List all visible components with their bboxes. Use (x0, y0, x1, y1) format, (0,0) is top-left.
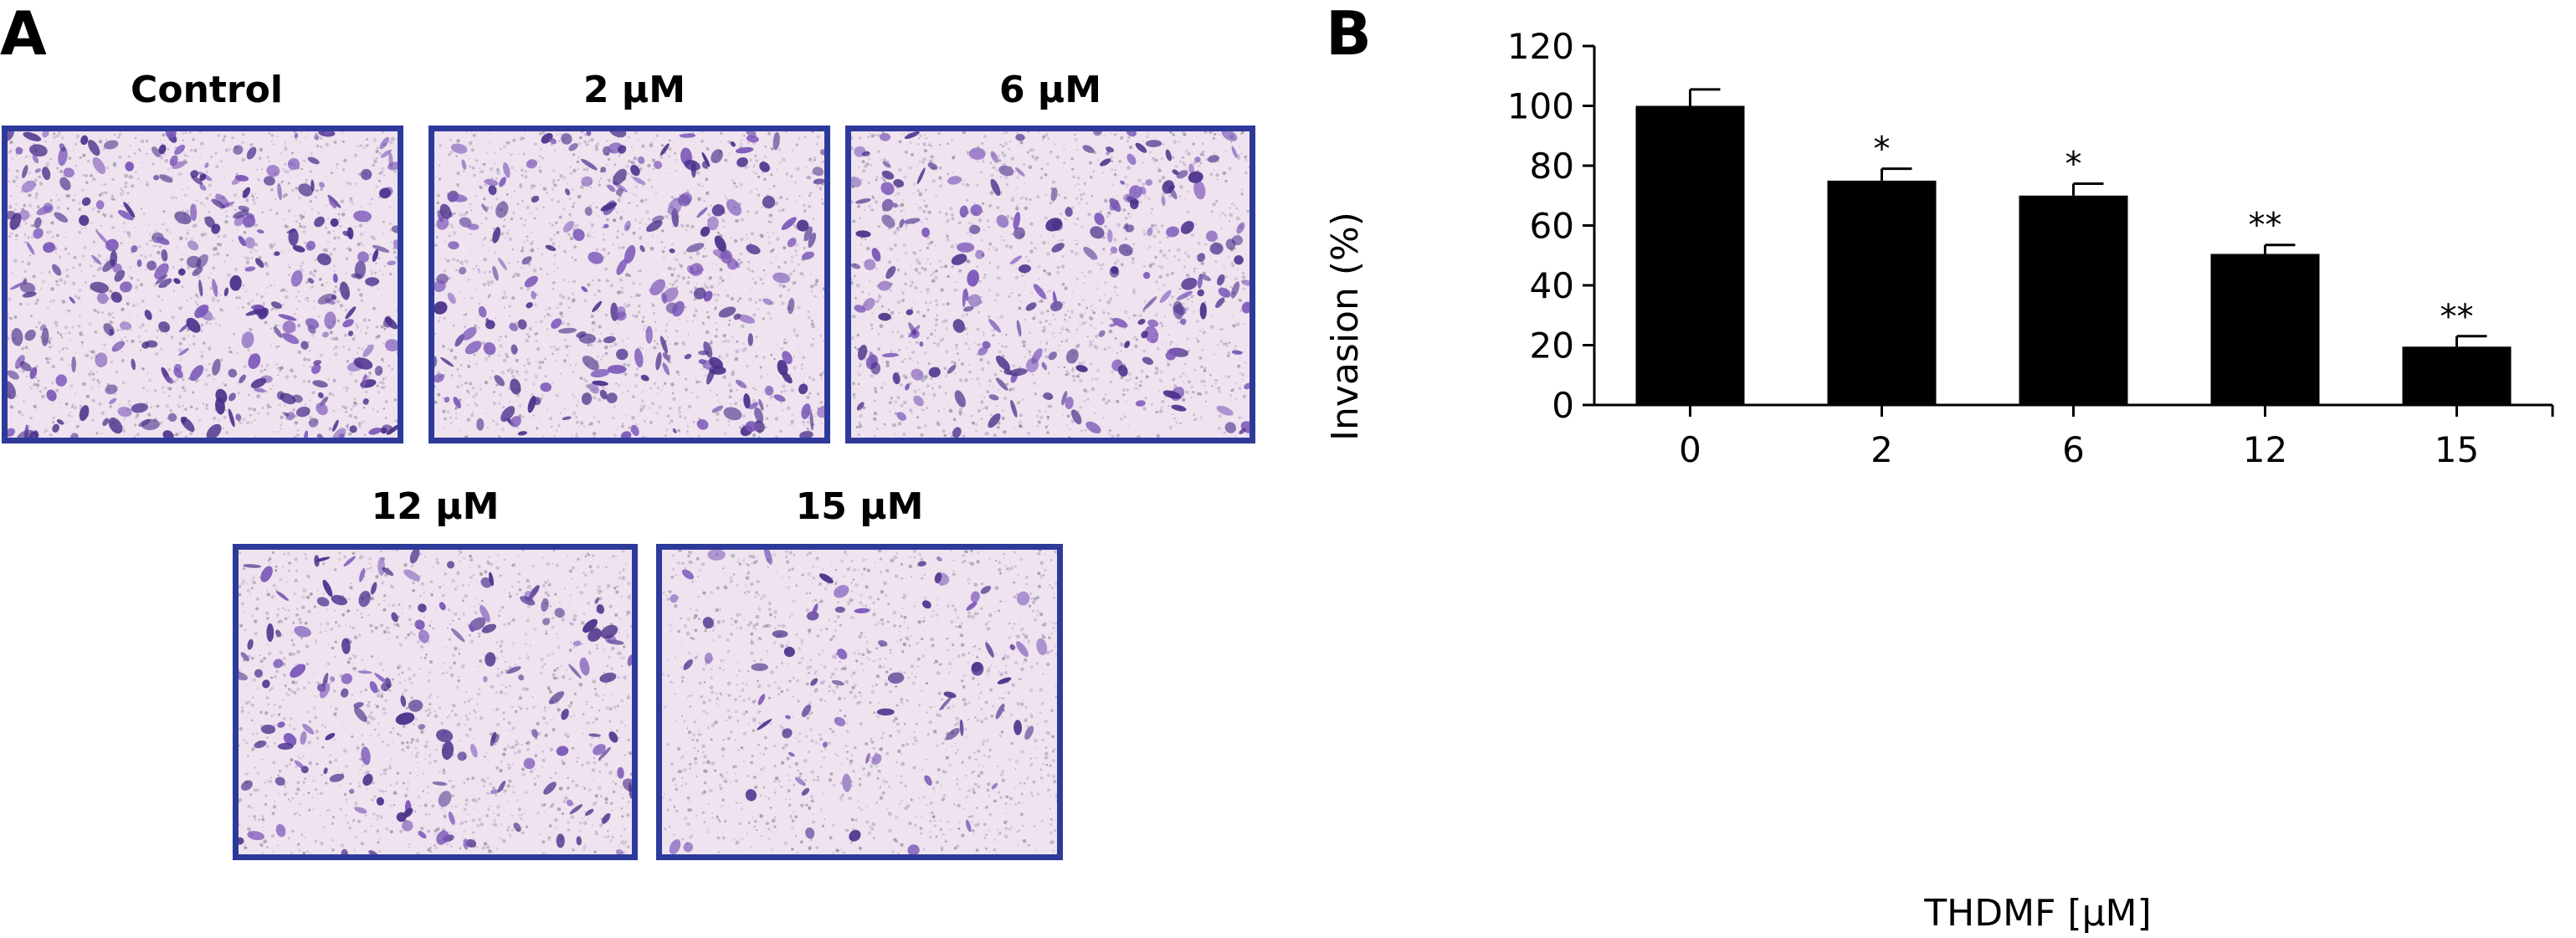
bar (2402, 346, 2512, 405)
y-tick-label: 40 (1530, 265, 1574, 306)
bar (1635, 105, 1745, 405)
x-tick-label: 12 (2243, 429, 2287, 470)
y-axis: 0 20 40 60 80 100 120 (1507, 26, 1596, 426)
bar (2019, 195, 2128, 405)
x-axis-label: THDMF [μM] (1923, 892, 2151, 935)
significance-marker: * (2065, 145, 2082, 183)
x-axis: 0 2 6 12 15 (1594, 403, 2554, 470)
micrograph-label-control: Control (131, 69, 283, 111)
y-tick-label: 120 (1507, 26, 1574, 67)
y-tick-label: 20 (1530, 325, 1574, 366)
bars: * ***** (1635, 88, 2512, 405)
micrograph-2um (428, 126, 830, 443)
y-tick-label: 100 (1507, 86, 1574, 127)
y-axis-label: Invasion (%) (1324, 212, 1367, 441)
y-tick-label: 80 (1530, 146, 1574, 187)
micrograph-label-2um: 2 μM (582, 69, 686, 111)
significance-marker: * (1874, 131, 1891, 169)
significance-marker: ** (2249, 207, 2282, 245)
significance-marker: ** (2440, 298, 2474, 336)
micrograph-12um (233, 544, 638, 860)
x-tick-label: 6 (2062, 429, 2085, 470)
panel-a-letter: A (0, 0, 47, 69)
x-tick-label: 15 (2435, 429, 2479, 470)
micrograph-control (2, 126, 403, 443)
x-tick-label: 0 (1679, 429, 1701, 470)
bar (1827, 180, 1937, 405)
micrograph-label-12um: 12 μM (371, 485, 500, 528)
micrograph-label-15um: 15 μM (795, 485, 924, 528)
bar (2210, 254, 2320, 405)
micrograph-label-6um: 6 μM (998, 69, 1102, 111)
micrograph-6um (845, 126, 1255, 443)
y-tick-label: 0 (1552, 385, 1574, 426)
panel-b-letter: B (1326, 0, 1372, 69)
micrograph-15um (656, 544, 1063, 860)
x-tick-label: 2 (1870, 429, 1893, 470)
y-tick-label: 60 (1530, 206, 1574, 247)
